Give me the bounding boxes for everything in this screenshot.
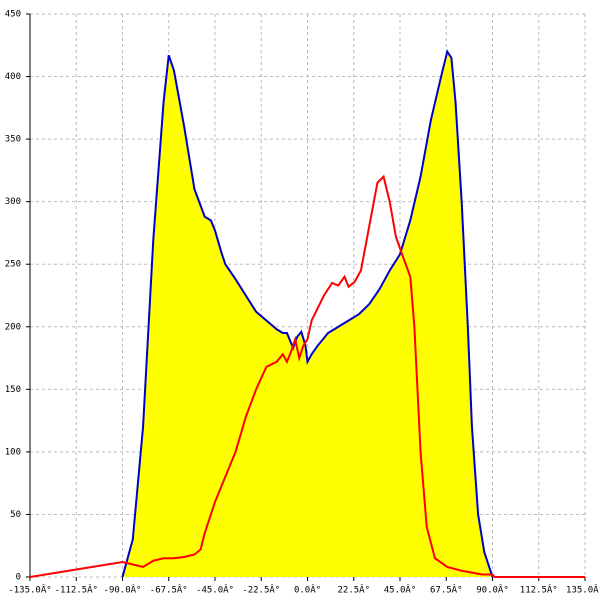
area [122,51,493,578]
y-tick-label: 350 [5,135,21,145]
x-tick-label: -112.5Â° [55,584,98,596]
y-tick-label: 450 [5,10,21,20]
y-tick-label: 300 [5,197,21,207]
x-tick-label: -45.0Â° [196,584,234,596]
y-tick-label: 400 [5,72,21,82]
x-tick-label: 135.0Â° [566,584,600,596]
x-tick-label: 67.5Â° [430,584,463,596]
x-tick-label: -135.0Â° [8,584,51,596]
x-tick-label: -22.5Â° [242,584,280,596]
y-tick-label: 100 [5,447,21,457]
x-tick-label: 0.0Â° [294,584,321,596]
x-tick-label: 112.5Â° [520,584,558,596]
x-tick-label: 22.5Â° [337,584,370,596]
line [121,49,494,578]
x-tick-label: -90.0Â° [104,584,142,596]
y-tick-label: 0 [16,573,21,583]
x-tick-label: 45.0Â° [384,584,417,596]
y-tick-label: 250 [5,260,21,270]
x-tick-label: -67.5Â° [150,584,188,596]
line [29,174,585,578]
y-tick-label: 200 [5,322,21,332]
y-tick-label: 50 [10,510,21,520]
x-tick-label: 90.0Â° [476,584,509,596]
y-tick-label: 150 [5,385,21,395]
